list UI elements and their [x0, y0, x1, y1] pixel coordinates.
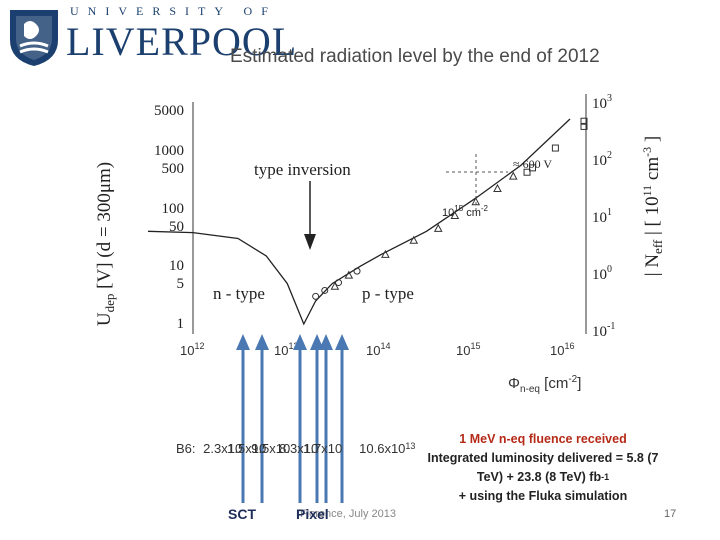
- x-tick-label: 1016: [550, 341, 574, 358]
- circle-data-point: [353, 267, 361, 275]
- x-tick-label: 1015: [456, 341, 480, 358]
- up-arrow-icon: [236, 334, 250, 503]
- triangle-data-point: [508, 171, 518, 180]
- left-tick-label: 1: [177, 316, 185, 332]
- square-data-point: [528, 164, 536, 172]
- right-axis-label: | Neff | [ 1011 cm-3 ]: [640, 136, 665, 276]
- up-arrow-icon: [255, 334, 269, 503]
- x-tick-label: 1014: [366, 341, 390, 358]
- up-arrow-icon: [335, 334, 349, 503]
- triangle-data-point: [344, 270, 354, 279]
- b6-value: 9.5x10: [251, 441, 291, 456]
- triangle-data-point: [433, 223, 443, 232]
- depletion-voltage-curve: [147, 118, 571, 326]
- slide-title: Estimated radiation level by the end of …: [230, 46, 600, 67]
- n-type-annotation: n - type: [213, 284, 265, 303]
- b6-overlapping-values: 2.3x10 1.5x10 9.5x10 8.3x10 1.7x10 10.6x…: [199, 441, 429, 459]
- b6-value: 1.5x10: [227, 441, 267, 456]
- fluence-note-detail-2: TeV) + 23.8 (8 TeV) fb-1: [476, 470, 610, 484]
- square-data-point: [580, 122, 588, 130]
- left-tick-label: 1000: [154, 143, 184, 159]
- left-tick-label: 100: [162, 201, 185, 217]
- right-tick-label: 103: [592, 93, 612, 112]
- b6-value: 8.3x10: [279, 441, 319, 456]
- triangle-data-point: [493, 183, 502, 192]
- triangle-data-point: [409, 235, 419, 244]
- left-axis-label: Udep [V] (d = 300μm): [94, 162, 117, 326]
- triangle-data-point: [450, 210, 460, 220]
- x-axis-label: Φn-eq [cm-2]: [508, 374, 581, 394]
- fluence-note-heading: 1 MeV n-eq fluence received: [459, 432, 627, 446]
- b6-value: 2.3x10: [203, 441, 243, 456]
- university-crest-logo: [10, 10, 58, 66]
- fluence-note-detail-1: Integrated luminosity delivered = 5.8 (7: [427, 451, 659, 465]
- b6-fluence-values: B6: 2.3x10 1.5x10 9.5x10 8.3x10 1.7x10 1…: [176, 441, 429, 459]
- p-type-annotation: p - type: [362, 284, 414, 303]
- university-label: UNIVERSITY OF: [70, 4, 277, 18]
- triangle-data-point: [471, 197, 481, 206]
- triangle-data-point: [330, 281, 340, 290]
- fluence-note-detail-3: + using the Fluka simulation: [458, 489, 628, 503]
- pixel-label: Pixel: [296, 506, 329, 522]
- depletion-voltage-chart: Udep [V] (d = 300μm) | Neff | [ 1011 cm-…: [94, 93, 665, 394]
- type-inversion-annotation: type inversion: [254, 160, 351, 179]
- voltage-annotation: ≈ 600 V: [513, 157, 552, 171]
- footer-text: Florence, July 2013: [300, 508, 396, 520]
- page-number: 17: [664, 508, 677, 520]
- up-arrow-icon: [310, 334, 324, 503]
- x-tick-label: 1012: [180, 341, 204, 358]
- left-tick-label: 10: [169, 258, 184, 274]
- square-data-point: [580, 117, 588, 125]
- circle-data-point: [335, 279, 343, 287]
- right-tick-label: 102: [592, 150, 612, 169]
- x-tick-label: 1013: [274, 341, 298, 358]
- right-tick-label: 100: [592, 264, 612, 283]
- square-data-point: [551, 144, 559, 152]
- left-tick-label: 5000: [154, 103, 184, 119]
- sct-label: SCT: [228, 506, 256, 522]
- b6-label: B6:: [176, 441, 196, 456]
- type-inversion-arrowhead: [304, 234, 316, 250]
- left-tick-label: 5: [177, 276, 185, 292]
- circle-data-point: [312, 292, 320, 300]
- b6-value: 1.7x10: [303, 441, 343, 456]
- left-tick-label: 50: [169, 219, 184, 235]
- right-tick-label: 10-1: [592, 321, 615, 340]
- left-tick-label: 500: [162, 161, 185, 177]
- right-tick-label: 101: [592, 207, 612, 226]
- circle-data-point: [321, 286, 329, 294]
- university-name: LIVERPOOL: [66, 19, 298, 64]
- up-arrow-icon: [319, 334, 333, 503]
- square-data-point: [523, 168, 531, 176]
- fluence-note: 1 MeV n-eq fluence received Integrated l…: [408, 430, 678, 506]
- b6-value-final: 10.6x1013: [359, 441, 416, 456]
- up-arrow-icon: [293, 334, 307, 503]
- triangle-data-point: [381, 249, 390, 258]
